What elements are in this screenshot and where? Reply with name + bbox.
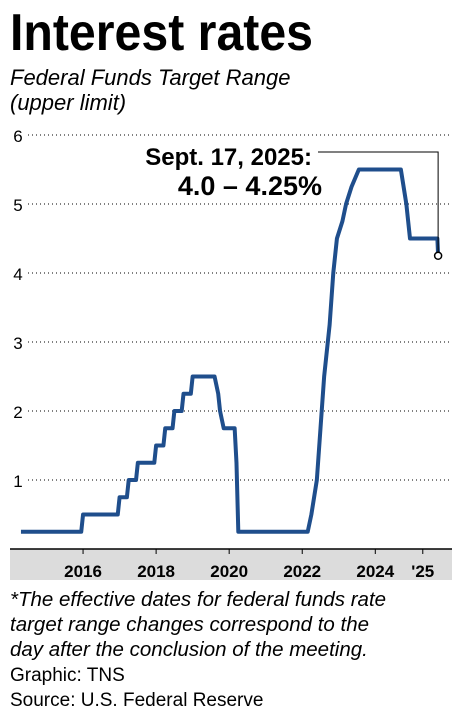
- x-tick-label: 2016: [64, 562, 102, 581]
- annotation: 4.0 – 4.25%: [178, 171, 322, 201]
- annotation: Sept. 17, 2025:: [145, 144, 312, 171]
- x-tick-label: 2024: [356, 562, 394, 581]
- note: target range changes correspond to the: [10, 613, 369, 636]
- leader-line: [318, 151, 439, 252]
- subtitle: (upper limit): [10, 90, 126, 115]
- note: *The effective dates for federal funds r…: [10, 588, 386, 611]
- y-tick-label: 4: [13, 265, 22, 284]
- line: [20, 167, 441, 534]
- y-tick-label: 2: [13, 403, 22, 422]
- y-tick-label: 1: [13, 472, 22, 491]
- credit: Graphic: TNS: [10, 665, 125, 686]
- x-tick-label: '25: [411, 562, 434, 581]
- y-tick-label: 3: [13, 334, 22, 353]
- end-point: [433, 251, 443, 260]
- y-tick-label: 6: [13, 127, 22, 146]
- x-tick-label: 2018: [137, 562, 175, 581]
- x-tick-label: 2020: [210, 562, 248, 581]
- subtitle: Federal Funds Target Range: [10, 65, 290, 90]
- chart-title: Interest rates: [10, 4, 313, 62]
- y-tick-label: 5: [13, 196, 22, 215]
- note: day after the conclusion of the meeting.: [10, 638, 368, 661]
- x-tick-label: 2022: [283, 562, 321, 581]
- credit: Source: U.S. Federal Reserve: [10, 690, 263, 711]
- x-axis-band: [10, 549, 452, 580]
